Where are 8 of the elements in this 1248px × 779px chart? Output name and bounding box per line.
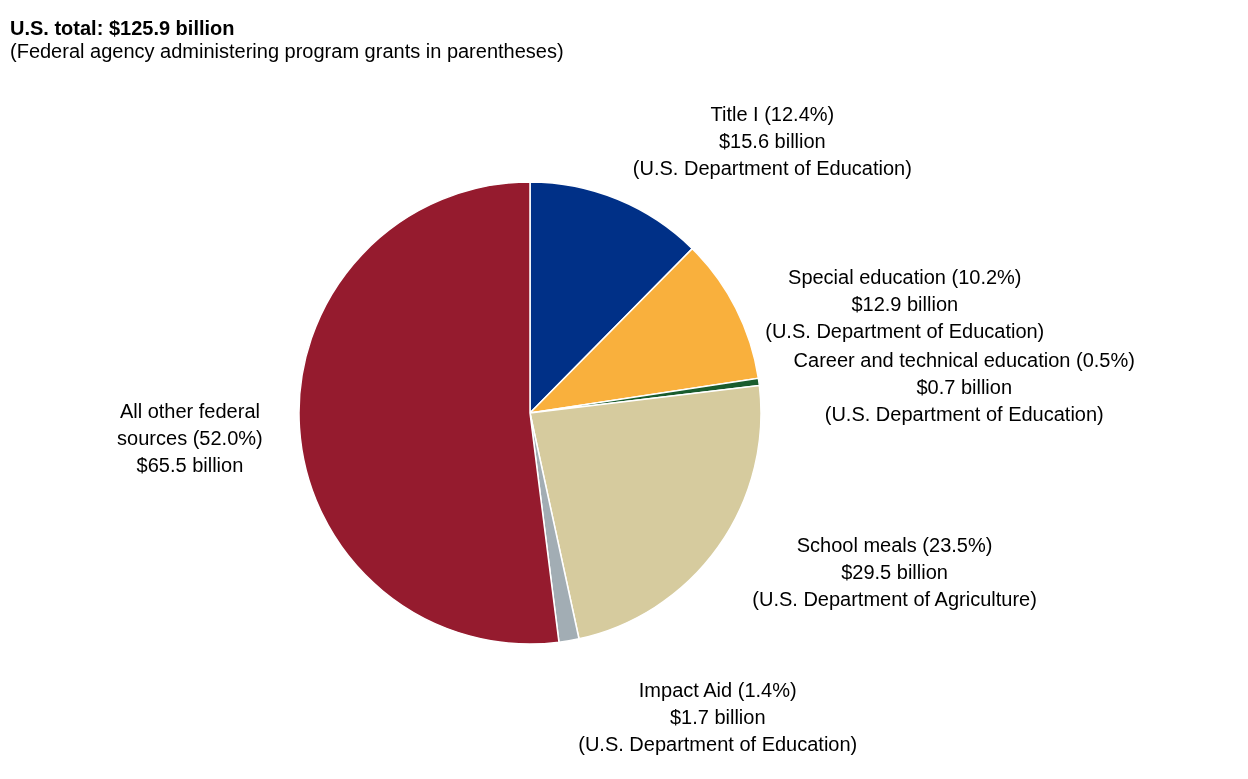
slice-label: School meals (23.5%) $29.5 billion (U.S. Department of Agriculture) (752, 533, 1037, 610)
chart-subtitle: (Federal agency administering program grants in parentheses) (10, 40, 564, 62)
slice-label: Title I (12.4%) $15.6 billion (U.S. Department of Education) (632, 103, 912, 180)
slice-label: Career and technical education (0.5%) $0.7 billion (U.S. Department of Education) (793, 348, 1135, 425)
slice-label: Special education (10.2%) $12.9 billion (U.S. Department of Education) (765, 265, 1045, 342)
slice-label: All other federal sources (52.0%) $65.5 billion (117, 399, 263, 476)
chart-title: U.S. total: $125.9 billion (10, 17, 235, 39)
slice-label: Impact Aid (1.4%) $1.7 billion (U.S. Department of Education) (578, 679, 858, 756)
